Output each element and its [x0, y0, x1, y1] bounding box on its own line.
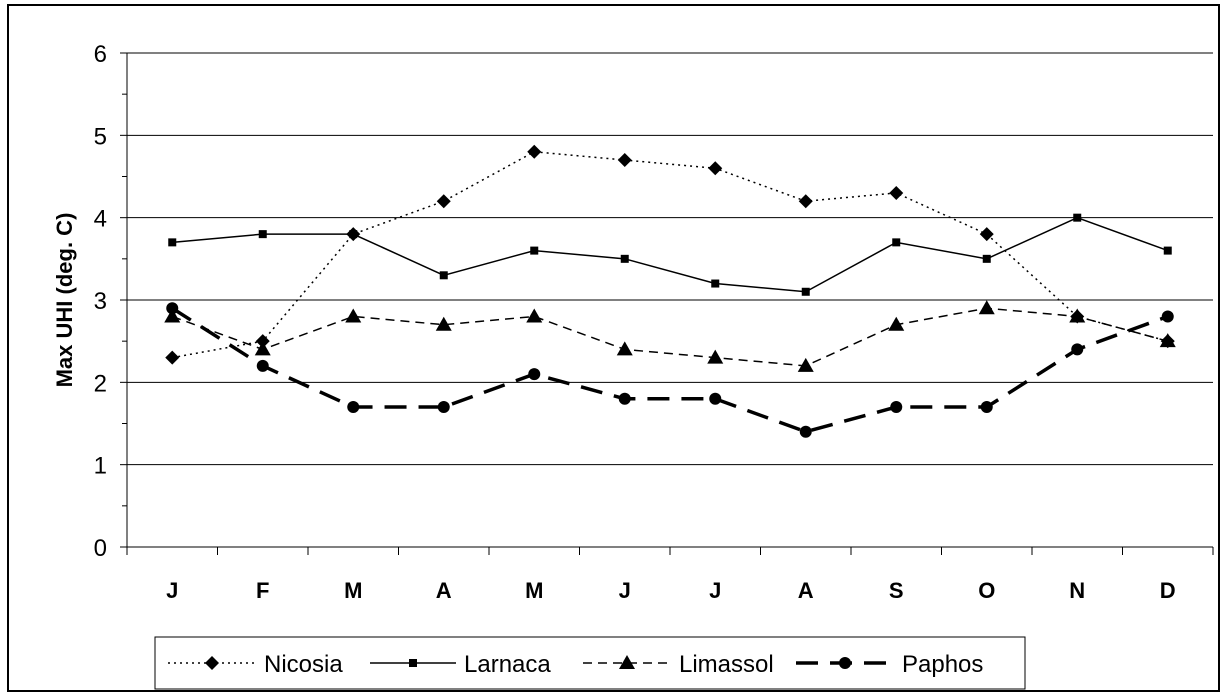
data-point-nicosia [617, 153, 632, 168]
x-tick-label: S [889, 578, 904, 603]
y-tick-label: 3 [94, 288, 107, 315]
data-point-limassol [616, 341, 633, 356]
data-point-paphos [618, 392, 631, 405]
legend-label-nicosia: Nicosia [264, 651, 343, 678]
data-point-paphos [437, 401, 450, 414]
data-point-limassol [888, 316, 905, 331]
y-tick-label: 1 [94, 453, 107, 480]
data-point-paphos [166, 302, 179, 315]
y-tick-label: 0 [94, 535, 107, 562]
x-tick-label: N [1069, 578, 1085, 603]
data-point-paphos [1071, 343, 1084, 356]
x-tick-label: J [619, 578, 631, 603]
data-point-paphos [528, 368, 541, 381]
y-axis-title: Max UHI (deg. C) [52, 213, 77, 388]
data-point-limassol [707, 349, 724, 364]
series-line-nicosia [172, 151, 1168, 359]
data-point-larnaca [620, 254, 629, 263]
data-point-nicosia [979, 227, 994, 242]
data-point-limassol [797, 357, 814, 372]
legend-label-paphos: Paphos [902, 651, 983, 678]
x-tick-label: J [709, 578, 721, 603]
y-tick-label: 4 [94, 206, 107, 233]
series-limassol [164, 300, 1176, 372]
legend-marker-paphos [839, 657, 851, 669]
data-point-larnaca [439, 271, 448, 280]
data-point-larnaca [982, 254, 991, 263]
x-tick-label: M [344, 578, 362, 603]
data-point-larnaca [168, 238, 177, 247]
chart-frame [7, 4, 1220, 692]
y-tick-label: 2 [94, 370, 107, 397]
series-larnaca [168, 213, 1172, 296]
legend-marker-larnaca [409, 659, 417, 667]
gridlines [127, 52, 1213, 466]
data-point-paphos [709, 392, 722, 405]
series-line-paphos [171, 306, 1169, 434]
x-tick-label: J [166, 578, 178, 603]
data-point-nicosia [708, 161, 723, 176]
data-point-paphos [890, 401, 903, 414]
data-point-larnaca [711, 279, 720, 288]
x-tick-label: O [978, 578, 995, 603]
data-point-larnaca [801, 287, 810, 296]
legend: Nicosia Larnaca Limassol Paphos [154, 636, 1026, 690]
data-point-paphos [1161, 310, 1174, 323]
series-paphos [166, 302, 1174, 438]
y-tick-label: 5 [94, 123, 107, 150]
data-point-paphos [799, 425, 812, 438]
series-layer [164, 144, 1176, 438]
data-point-paphos [980, 401, 993, 414]
data-point-larnaca [349, 230, 358, 239]
data-point-limassol [254, 341, 271, 356]
data-point-larnaca [1163, 246, 1172, 255]
data-point-nicosia [165, 350, 180, 365]
data-point-larnaca [1073, 213, 1082, 222]
data-point-paphos [347, 401, 360, 414]
data-point-nicosia [255, 334, 270, 349]
data-point-limassol [345, 308, 362, 323]
data-point-nicosia [889, 185, 904, 200]
axes: 0 1 2 3 4 5 6 J F M A M J J A S O N D [94, 41, 1214, 603]
legend-label-larnaca: Larnaca [464, 651, 551, 678]
legend-marker-limassol [619, 655, 635, 669]
x-tick-label: A [798, 578, 814, 603]
x-tick-label: A [436, 578, 452, 603]
data-point-limassol [435, 316, 452, 331]
series-nicosia [165, 144, 1175, 365]
legend-marker-nicosia [205, 656, 219, 670]
y-tick-label: 6 [94, 41, 107, 68]
legend-label-limassol: Limassol [679, 651, 774, 678]
series-line-limassol [171, 307, 1168, 367]
data-point-larnaca [892, 238, 901, 247]
data-point-nicosia [527, 144, 542, 159]
data-point-limassol [526, 308, 543, 323]
data-point-nicosia [798, 194, 813, 209]
x-tick-label: M [525, 578, 543, 603]
data-point-limassol [1159, 333, 1176, 348]
data-point-larnaca [530, 246, 539, 255]
x-tick-label: D [1160, 578, 1176, 603]
data-point-paphos [256, 359, 269, 372]
x-tick-label: F [256, 578, 269, 603]
data-point-limassol [164, 308, 181, 323]
data-point-nicosia [436, 194, 451, 209]
data-point-larnaca [258, 230, 267, 239]
series-line-larnaca [172, 216, 1169, 293]
data-point-limassol [978, 300, 995, 315]
data-point-limassol [1069, 308, 1086, 323]
